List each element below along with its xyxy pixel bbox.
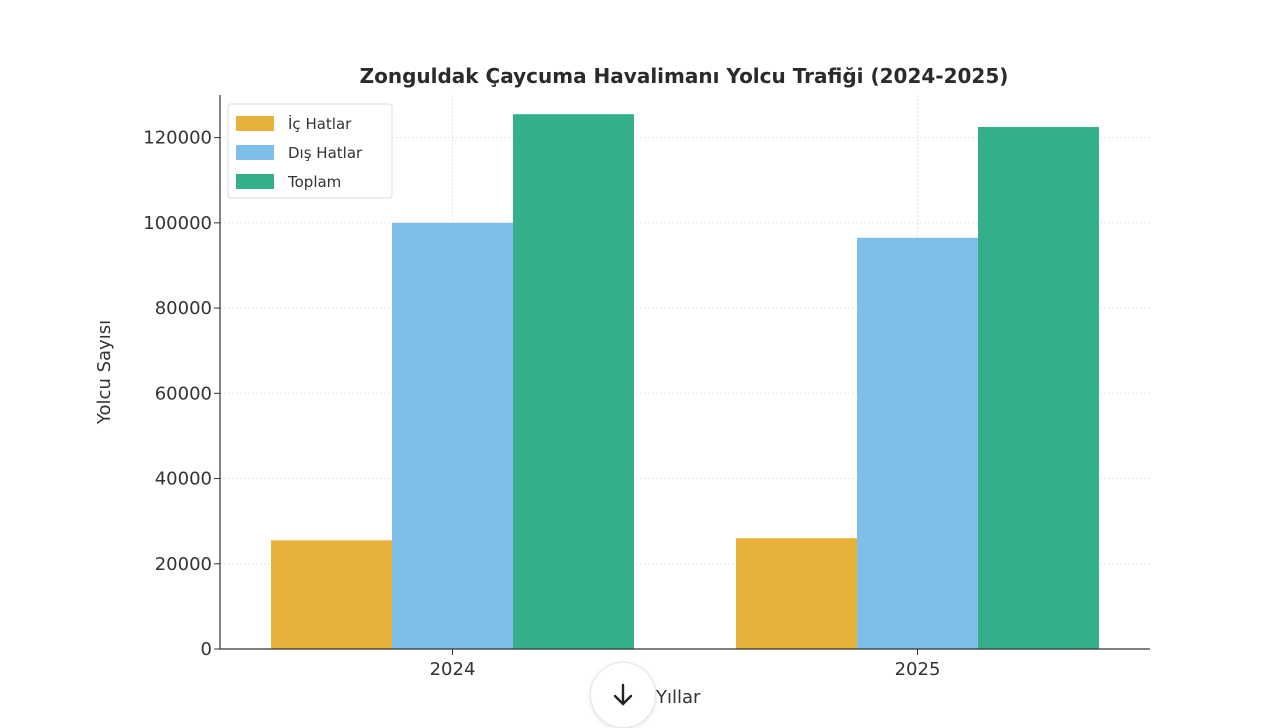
legend-swatch [236, 145, 274, 160]
legend-swatch [236, 174, 274, 189]
x-tick-label: 2025 [895, 659, 941, 680]
legend-label: Dış Hatlar [288, 144, 363, 162]
bars-layer [271, 114, 1099, 649]
bar-i̇ç-hatlar-2024 [271, 540, 392, 649]
scroll-down-button[interactable] [590, 662, 656, 728]
y-tick-label: 60000 [155, 383, 212, 404]
y-tick-label: 0 [201, 639, 212, 660]
y-tick-label: 80000 [155, 298, 212, 319]
ticks-layer: 0 20000 40000 60000 80000 100000 120000 2024 202… [143, 128, 940, 680]
axes-layer [219, 95, 1150, 650]
y-axis-label: Yolcu Sayısı [94, 320, 115, 425]
y-tick-label: 20000 [155, 554, 212, 575]
bar-dış-hatlar-2025 [857, 237, 978, 649]
legend-label: Toplam [287, 173, 341, 191]
bar-i̇ç-hatlar-2025 [736, 538, 857, 649]
chart-title: Zonguldak Çaycuma Havalimanı Yolcu Trafi… [360, 64, 1009, 88]
y-tick-label: 40000 [155, 469, 212, 490]
legend-swatch [236, 116, 274, 131]
legend: İç Hatlar Dış Hatlar Toplam [227, 103, 393, 199]
legend-label: İç Hatlar [288, 114, 352, 133]
bar-toplam-2024 [513, 114, 634, 649]
x-tick-label: 2024 [430, 659, 476, 680]
arrow-down-icon [613, 683, 633, 706]
y-tick-label: 100000 [143, 213, 212, 234]
bar-toplam-2025 [978, 126, 1099, 649]
x-axis-label: Yıllar [655, 687, 701, 708]
bar-dış-hatlar-2024 [392, 222, 513, 649]
y-tick-label: 120000 [143, 128, 212, 149]
